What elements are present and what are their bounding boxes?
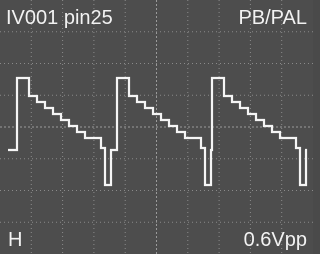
timebase-label: H [8,229,22,251]
channel-label: IV001 pin25 [6,7,113,29]
mode-label: PB/PAL [238,7,307,29]
scope-screen: IV001 pin25 PB/PAL H 0.6Vpp [0,0,313,254]
amplitude-label: 0.6Vpp [244,229,307,251]
